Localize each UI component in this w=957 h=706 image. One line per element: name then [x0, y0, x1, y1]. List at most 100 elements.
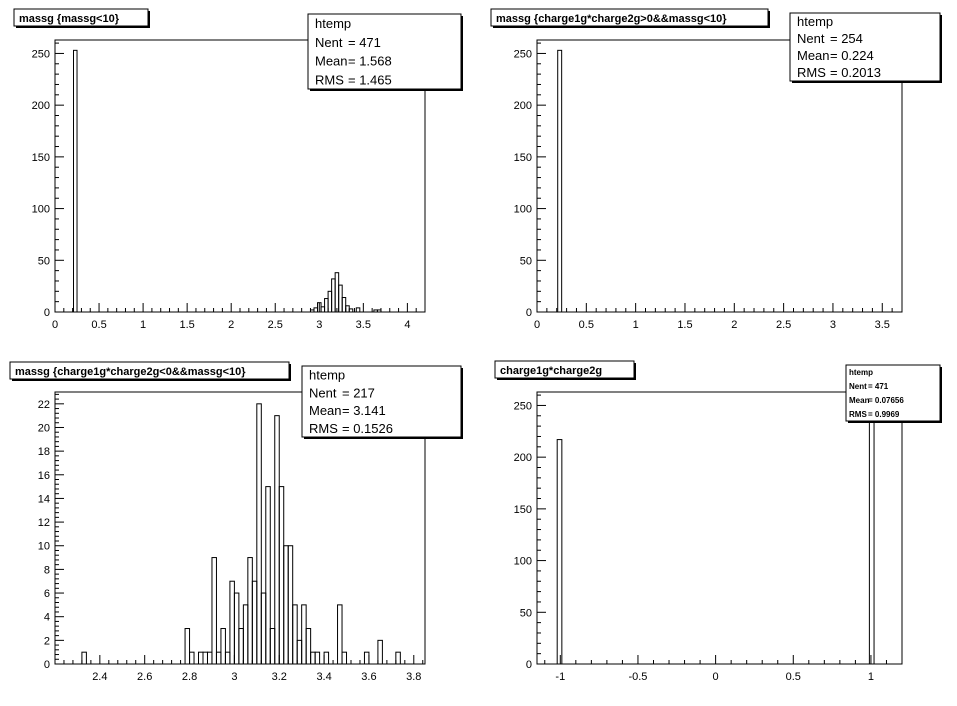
y-tick-label: 150: [32, 152, 50, 164]
histogram-bin: [184, 628, 191, 665]
x-tick-label: -1: [555, 671, 565, 683]
x-tick-label: 2.5: [268, 319, 283, 331]
histogram-bin: [269, 628, 276, 665]
title-box: [9, 361, 290, 380]
stats-mean-label: Mean: [315, 54, 348, 69]
stats-rms-value: = 0.2013: [830, 65, 881, 80]
histogram-bin: [278, 486, 285, 665]
histogram-bin: [338, 284, 343, 313]
x-tick-label: 3.2: [272, 671, 287, 683]
title-box: [490, 8, 769, 27]
histogram-bin: [377, 639, 383, 665]
y-tick-label: 200: [514, 100, 532, 112]
x-tick-label: 0: [52, 319, 58, 331]
stats-nent-label: Nent: [309, 385, 337, 400]
histogram-bin: [260, 592, 267, 665]
histogram-bin: [215, 651, 222, 665]
y-tick-label: 250: [514, 400, 532, 412]
y-tick-label: 0: [44, 307, 50, 319]
title-box: [13, 8, 149, 27]
x-tick-label: 1: [633, 319, 639, 331]
histogram-bin: [247, 557, 253, 665]
histogram-bin: [305, 628, 312, 665]
y-tick-label: 14: [38, 493, 50, 505]
y-tick-label: 20: [38, 422, 50, 434]
histogram-bin: [251, 580, 258, 665]
x-tick-label: 3: [231, 671, 237, 683]
stats-mean-label: Mean: [797, 48, 830, 63]
stats-nent-label: Nent: [315, 35, 343, 50]
histogram-bin: [395, 651, 401, 665]
histogram-bin: [313, 307, 319, 313]
histogram-bin: [323, 651, 330, 665]
x-tick-label: 0.5: [579, 319, 594, 331]
x-tick-label: 1.5: [179, 319, 194, 331]
stats-rms-label: RMS: [797, 65, 826, 80]
x-tick-label: 0: [534, 319, 540, 331]
y-tick-label: 100: [514, 204, 532, 216]
x-tick-label: -0.5: [628, 671, 647, 683]
x-tick-label: 1: [868, 671, 874, 683]
x-tick-label: 3.5: [356, 319, 371, 331]
histogram-bin: [868, 400, 875, 665]
histogram-bin: [314, 651, 321, 665]
y-tick-label: 8: [44, 564, 50, 576]
y-tick-label: 22: [38, 399, 50, 411]
y-tick-label: 12: [38, 517, 50, 529]
y-tick-label: 50: [38, 255, 50, 267]
stats-name: htemp: [849, 368, 873, 377]
x-tick-label: 3.5: [875, 319, 890, 331]
histogram-bin: [292, 604, 298, 665]
histogram-title: charge1g*charge2g: [500, 365, 602, 377]
histogram-bin: [324, 298, 329, 313]
histogram-panel-1: 0 50 100 150 200 250 0 0.5 1 1.5 2 2.5 3 3.5 4 massg {m…: [13, 8, 463, 331]
histogram-title: massg {charge1g*charge2g>0&&massg<10}: [496, 13, 727, 25]
y-tick-label: 2: [44, 635, 50, 647]
x-tick-label: 3: [316, 319, 322, 331]
x-tick-label: 0.5: [91, 319, 106, 331]
histogram-bin: [73, 49, 78, 313]
histogram-bin: [341, 297, 347, 313]
histogram-bin: [224, 651, 231, 665]
stats-rms-label: RMS: [315, 72, 344, 87]
histogram-bin: [211, 557, 217, 665]
y-tick-label: 6: [44, 588, 50, 600]
x-tick-label: 1: [140, 319, 146, 331]
histogram-title: massg {charge1g*charge2g<0&&massg<10}: [15, 366, 246, 378]
stats-nent-value: = 471: [868, 382, 889, 391]
histogram-bin: [327, 290, 333, 313]
stats-box: [789, 12, 941, 82]
y-tick-label: 150: [514, 152, 532, 164]
histogram-bin: [283, 545, 289, 665]
histogram-panel-4: 0 50 100 150 200 250 -1 -0.5 0 0.5 1 charge1g*charg…: [494, 360, 942, 683]
stats-mean-label: Mean: [849, 396, 870, 405]
histogram-bin: [557, 49, 563, 313]
histogram-bin: [355, 307, 361, 313]
histogram-bin: [242, 604, 249, 665]
stats-mean-value: = 1.568: [348, 54, 392, 69]
histogram-bin: [296, 639, 303, 665]
histogram-bin: [229, 580, 235, 665]
histogram-bin: [202, 651, 208, 665]
x-tick-label: 4: [404, 319, 410, 331]
histogram-bin: [238, 628, 244, 665]
histogram-bin: [310, 651, 316, 665]
histogram-bin: [301, 604, 307, 665]
stats-box: [845, 364, 941, 422]
y-tick-label: 0: [44, 659, 50, 671]
histogram-bin: [220, 628, 226, 665]
y-tick-label: 250: [32, 48, 50, 60]
stats-nent-label: Nent: [849, 382, 867, 391]
histogram-bin: [287, 545, 294, 665]
x-tick-label: 3: [830, 319, 836, 331]
title-box: [494, 360, 635, 379]
y-tick-label: 50: [520, 255, 532, 267]
y-tick-label: 4: [44, 612, 50, 624]
x-tick-label: 2: [228, 319, 234, 331]
histogram-bin: [189, 651, 195, 665]
stats-name: htemp: [315, 16, 351, 31]
y-tick-label: 0: [526, 307, 532, 319]
stats-nent-value: = 217: [342, 385, 375, 400]
y-tick-label: 100: [514, 556, 532, 568]
